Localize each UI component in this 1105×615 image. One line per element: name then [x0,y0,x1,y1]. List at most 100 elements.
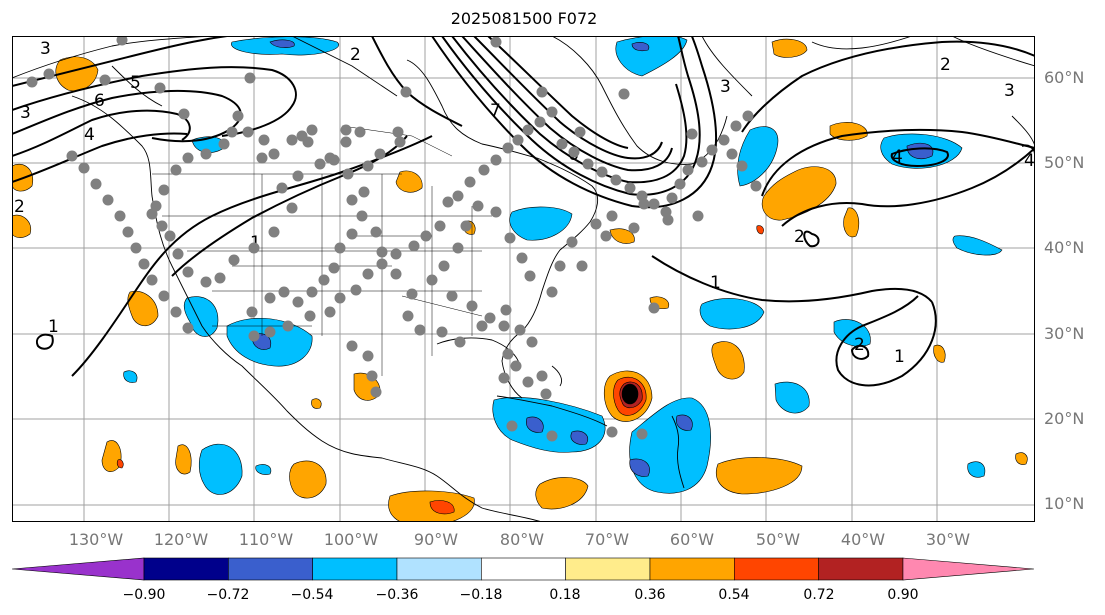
station-dot [228,254,240,266]
station-dot [314,158,326,170]
station-dot [648,302,660,314]
station-dot [116,36,128,46]
station-dot [390,268,402,280]
lon-label: 50°W [755,530,801,549]
station-dot [164,230,176,242]
station-dot [340,124,352,136]
station-dot [296,130,308,142]
contour-label: 4 [892,147,903,167]
lon-label: 30°W [925,530,971,549]
station-dot [576,260,588,272]
contour-label: 5 [130,73,141,93]
station-dot [506,420,518,432]
station-dot [318,274,330,286]
station-dot [264,292,276,304]
station-dot [342,168,354,180]
station-dot [606,210,618,222]
colorbar-tick-label: −0.36 [375,587,419,603]
colorbar-tick-label: 0.90 [887,587,919,603]
station-dot [390,248,402,260]
station-dot [742,110,754,122]
station-dot [606,426,618,438]
station-dot [324,152,336,164]
station-dot [278,286,290,298]
contour-label: 3 [1004,81,1015,101]
station-dot [726,148,738,160]
station-dot [346,194,358,206]
station-dot [574,126,586,138]
station-dot [226,126,238,138]
station-dot [99,74,111,86]
station-dot [452,242,464,254]
lon-label: 100°W [323,530,379,549]
station-dot [628,222,640,234]
station-dot [242,126,254,138]
station-dot [516,252,528,264]
station-dot [534,116,546,128]
weather-map: 2 3 4 5 6 7 1 2 3 4 6 1 2 2 1 1 2 3 4 3 [12,36,1035,522]
station-dot [146,274,158,286]
lat-label: 60°N [1044,68,1085,87]
station-dot [512,134,524,146]
station-dot [182,322,194,334]
contour-label: 3 [20,103,31,123]
station-dot [334,242,346,254]
contour-label: 1 [894,347,905,367]
station-dot [624,182,636,194]
lat-label: 20°N [1044,409,1085,428]
station-dot [350,284,362,296]
station-dot [554,260,566,272]
station-dot [170,164,182,176]
station-dot [408,240,420,252]
station-dot [686,128,698,140]
station-dot [334,292,346,304]
station-dot [436,326,448,338]
lon-label: 70°W [584,530,630,549]
station-dot [292,170,304,182]
station-dot [566,236,578,248]
station-dot [636,190,648,202]
station-dot [438,260,450,272]
station-dot [610,174,622,186]
station-dot [696,156,708,168]
station-dot [232,110,244,122]
lon-label: 80°W [499,530,545,549]
station-dot [340,136,352,148]
station-dot [214,272,226,284]
station-dot [568,146,580,158]
station-dot [268,148,280,160]
station-dot [346,228,358,240]
station-dot [454,336,466,348]
station-dot [90,178,102,190]
contour-label: 4 [1024,151,1035,171]
station-dot [154,82,166,94]
colorbar-tick-label: 0.36 [634,587,666,603]
station-dot [122,226,134,238]
station-dot [306,286,318,298]
station-dot [510,360,522,372]
colorbar-tick-label: 0.54 [718,587,750,603]
station-dot [718,134,730,146]
station-dot [464,176,476,188]
station-dot [660,206,672,218]
station-dot [674,178,686,190]
station-dot [484,312,496,324]
contour-label: 6 [94,91,105,111]
station-dot [736,160,748,172]
station-dot [522,124,534,136]
colorbar-tick-label: −0.72 [206,587,250,603]
contour-label: 2 [854,335,865,355]
station-dot [582,158,594,170]
station-dot [504,232,516,244]
station-dot [546,106,558,118]
station-dot [328,262,340,274]
station-dot [158,290,170,302]
colorbar-segment [481,557,566,581]
station-dot [472,200,484,212]
lat-label: 10°N [1044,494,1085,513]
contour-label: 1 [48,317,59,337]
station-dot [374,148,386,160]
station-dot [26,76,38,88]
station-dot [400,86,412,98]
colorbar-segment [565,557,651,581]
